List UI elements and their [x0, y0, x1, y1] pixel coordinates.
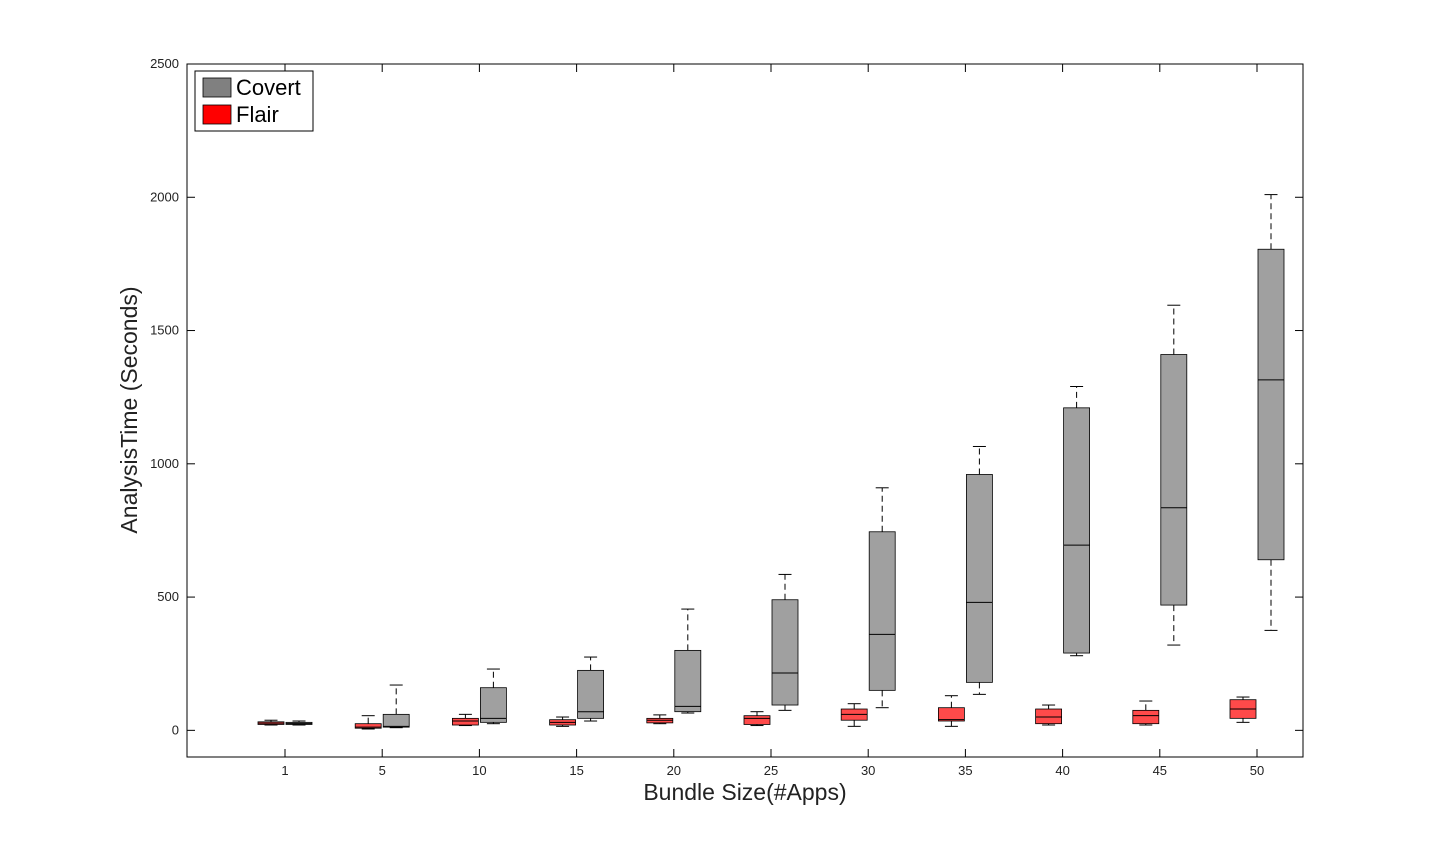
legend-swatch-flair: [202, 104, 232, 125]
box-covert: [674, 608, 702, 714]
box-flair: [354, 715, 382, 730]
box-iqr: [1160, 354, 1188, 606]
box-flair: [1035, 704, 1062, 726]
box-flair: [743, 711, 771, 727]
plot-area: [186, 63, 1304, 758]
box-covert: [577, 656, 604, 722]
box-covert: [868, 487, 896, 709]
x-axis-label: Bundle Size(#Apps): [643, 779, 846, 805]
legend-swatch-covert: [202, 77, 232, 98]
box-series: [257, 194, 1285, 730]
box-flair: [257, 719, 285, 726]
box-iqr: [382, 713, 410, 728]
y-tick-label: 2500: [150, 56, 179, 71]
x-tick-label: 15: [569, 763, 583, 778]
y-axis-label: AnalysisTime (Seconds): [116, 286, 142, 533]
x-tick-label: 45: [1153, 763, 1167, 778]
x-tick-label: 10: [472, 763, 486, 778]
x-tick-label: 50: [1250, 763, 1264, 778]
box-covert: [1257, 194, 1285, 631]
x-tick-label: 30: [861, 763, 875, 778]
box-iqr: [938, 707, 965, 722]
x-tick-label: 5: [379, 763, 386, 778]
box-covert: [479, 668, 507, 725]
box-iqr: [868, 531, 896, 691]
box-iqr: [771, 599, 799, 706]
x-tick-label: 35: [958, 763, 972, 778]
box-flair: [549, 716, 576, 727]
box-iqr: [354, 723, 382, 729]
box-covert: [382, 684, 410, 729]
x-tick-label: 20: [667, 763, 681, 778]
box-iqr: [1257, 248, 1285, 561]
box-covert: [771, 573, 799, 711]
box-covert: [1160, 304, 1188, 646]
box-flair: [646, 714, 674, 725]
box-flair: [938, 695, 965, 727]
box-iqr: [451, 717, 479, 726]
x-tick-label: 40: [1055, 763, 1069, 778]
y-tick-label: 2000: [150, 189, 179, 204]
legend-label-flair: Flair: [236, 102, 279, 127]
y-tick-label: 1000: [150, 456, 179, 471]
box-flair: [840, 703, 868, 727]
box-flair: [1229, 696, 1257, 723]
box-iqr: [743, 715, 771, 725]
box-flair: [451, 713, 479, 727]
box-flair: [1132, 700, 1160, 726]
box-iqr: [966, 474, 993, 683]
x-tick-label: 25: [764, 763, 778, 778]
y-tick-label: 0: [172, 722, 179, 737]
box-iqr: [1132, 709, 1160, 725]
box-iqr: [577, 669, 604, 719]
box-iqr: [674, 649, 702, 713]
y-tick-label: 500: [157, 589, 179, 604]
legend-label-covert: Covert: [236, 75, 301, 100]
legend: Covert Flair: [194, 70, 314, 132]
box-covert: [1063, 386, 1090, 657]
box-iqr: [1063, 407, 1090, 654]
box-covert: [966, 445, 993, 695]
y-axis-ticks: 0 500 1000 1500 2000 2500: [150, 56, 1303, 737]
box-iqr: [479, 687, 507, 723]
box-covert: [285, 720, 313, 726]
x-tick-label: 1: [281, 763, 288, 778]
x-axis-ticks: 1 5 10 15 20 25 30 35 40 45 50: [281, 64, 1264, 778]
box-iqr: [1035, 708, 1062, 725]
y-tick-label: 1500: [150, 323, 179, 338]
